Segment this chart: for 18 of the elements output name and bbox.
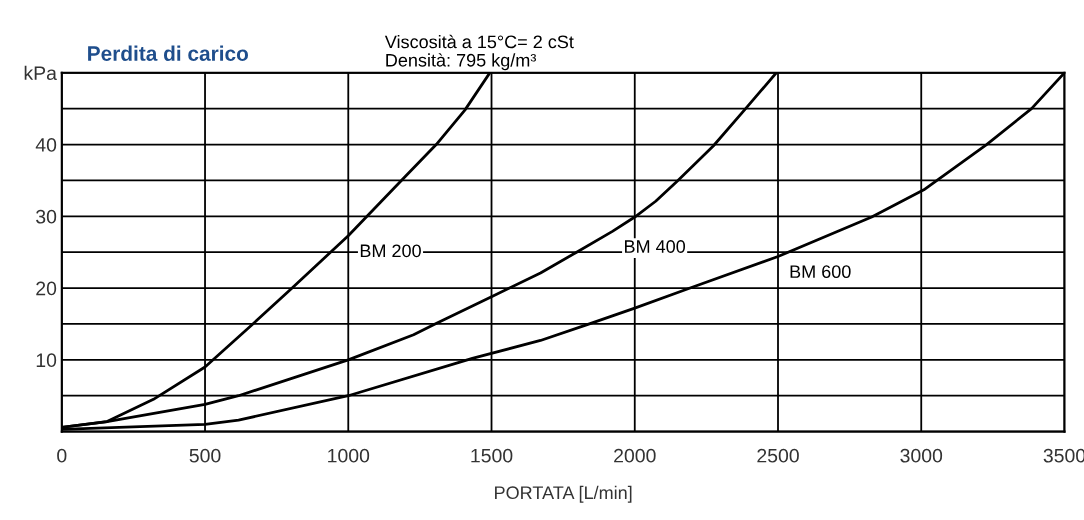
x-tick-label: 2000 — [614, 448, 656, 463]
series-label: BM 200 — [360, 244, 421, 258]
series-label: BM 600 — [790, 265, 851, 279]
chart-title: Perdita di carico — [88, 45, 248, 61]
x-tick-label: 1500 — [471, 448, 513, 463]
series-label: BM 400 — [625, 240, 686, 253]
y-tick-label: 20 — [36, 281, 57, 296]
y-tick-label: 10 — [36, 353, 57, 368]
y-tick-label: 30 — [36, 209, 57, 224]
chart-subtitle: Viscosità a 15°C= 2 cSt Densità: 795 kg/m³ — [384, 34, 574, 71]
x-axis-title: PORTATA [L/min] — [495, 485, 632, 503]
x-tick-label: 3000 — [900, 448, 943, 463]
y-tick-label: kPa — [24, 65, 57, 81]
x-tick-label: 500 — [189, 448, 221, 463]
x-tick-label: 2500 — [757, 448, 799, 463]
y-tick-label: 40 — [35, 138, 57, 152]
x-tick-label: 0 — [57, 448, 67, 463]
x-tick-label: 1000 — [328, 448, 370, 463]
